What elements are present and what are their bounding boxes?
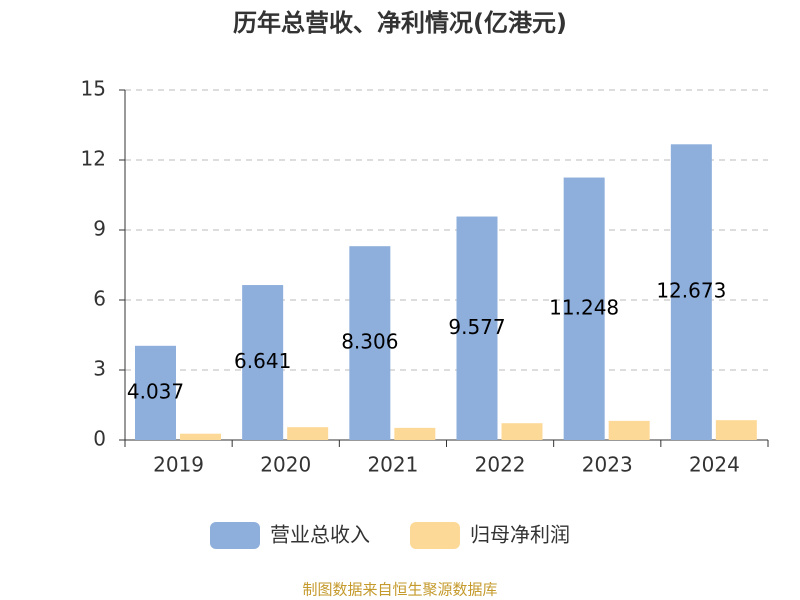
x-tick-label: 2019 — [153, 453, 204, 477]
x-tick-label: 2024 — [689, 453, 740, 477]
value-label: 11.248 — [549, 295, 619, 319]
value-label: 4.037 — [127, 379, 184, 403]
bar — [456, 216, 498, 440]
x-tick-label: 2022 — [475, 453, 526, 477]
y-tick-label: 3 — [93, 357, 106, 381]
legend-label: 归母净利润 — [470, 523, 570, 547]
x-tick-label: 2020 — [260, 453, 311, 477]
bar — [563, 177, 605, 440]
legend-label: 营业总收入 — [270, 523, 370, 547]
y-tick-label: 15 — [81, 77, 106, 101]
x-tick-label: 2021 — [367, 453, 418, 477]
bar — [287, 427, 329, 440]
y-tick-label: 6 — [93, 287, 106, 311]
bar — [242, 285, 284, 440]
bar — [349, 246, 391, 440]
y-tick-label: 12 — [81, 147, 106, 171]
bar — [501, 423, 543, 440]
y-tick-label: 0 — [93, 427, 106, 451]
bar — [135, 345, 176, 440]
value-label: 9.577 — [448, 315, 505, 339]
bar — [670, 144, 712, 440]
bar — [608, 420, 650, 440]
bar — [715, 420, 757, 440]
chart-title: 历年总营收、净利情况(亿港元) — [233, 9, 567, 37]
y-tick-label: 9 — [93, 217, 106, 241]
bar — [394, 427, 436, 440]
value-label: 8.306 — [341, 330, 398, 354]
legend-swatch — [210, 522, 260, 549]
x-tick-label: 2023 — [582, 453, 633, 477]
legend-swatch — [410, 522, 460, 549]
value-label: 6.641 — [234, 349, 291, 373]
source-note: 制图数据来自恒生聚源数据库 — [302, 581, 497, 599]
bar — [180, 433, 221, 440]
value-label: 12.673 — [656, 279, 726, 303]
